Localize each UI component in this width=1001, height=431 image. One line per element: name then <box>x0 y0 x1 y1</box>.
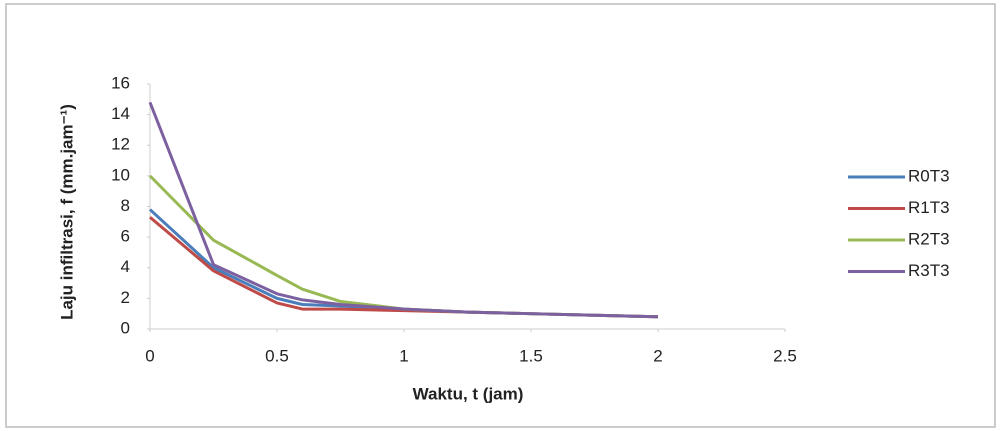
chart: Waktu, t (jam) Laju infiltrasi, f (mm.ja… <box>0 0 1001 431</box>
x-tick-label: 0 <box>145 346 154 365</box>
y-tick-label: 8 <box>121 196 130 215</box>
legend-label: R3T3 <box>908 261 950 280</box>
y-tick-label: 12 <box>111 135 130 154</box>
page: Waktu, t (jam) Laju infiltrasi, f (mm.ja… <box>0 0 1001 431</box>
y-tick-label: 2 <box>121 288 130 307</box>
y-tick-label: 4 <box>121 257 130 276</box>
x-tick-label: 2.5 <box>773 346 797 365</box>
legend-label: R2T3 <box>908 229 950 248</box>
y-tick-label: 14 <box>111 104 130 123</box>
y-tick-label: 6 <box>121 227 130 246</box>
legend-label: R0T3 <box>908 166 950 185</box>
x-tick-label: 2 <box>653 346 662 365</box>
y-tick-label: 0 <box>121 318 130 337</box>
y-tick-label: 16 <box>111 73 130 92</box>
x-axis-title: Waktu, t (jam) <box>413 384 524 403</box>
y-tick-label: 10 <box>111 165 130 184</box>
y-axis-title: Laju infiltrasi, f (mm.jam⁻¹) <box>57 104 76 320</box>
x-tick-label: 1.5 <box>519 346 543 365</box>
legend-label: R1T3 <box>908 198 950 217</box>
x-tick-label: 0.5 <box>265 346 289 365</box>
x-tick-label: 1 <box>399 346 408 365</box>
